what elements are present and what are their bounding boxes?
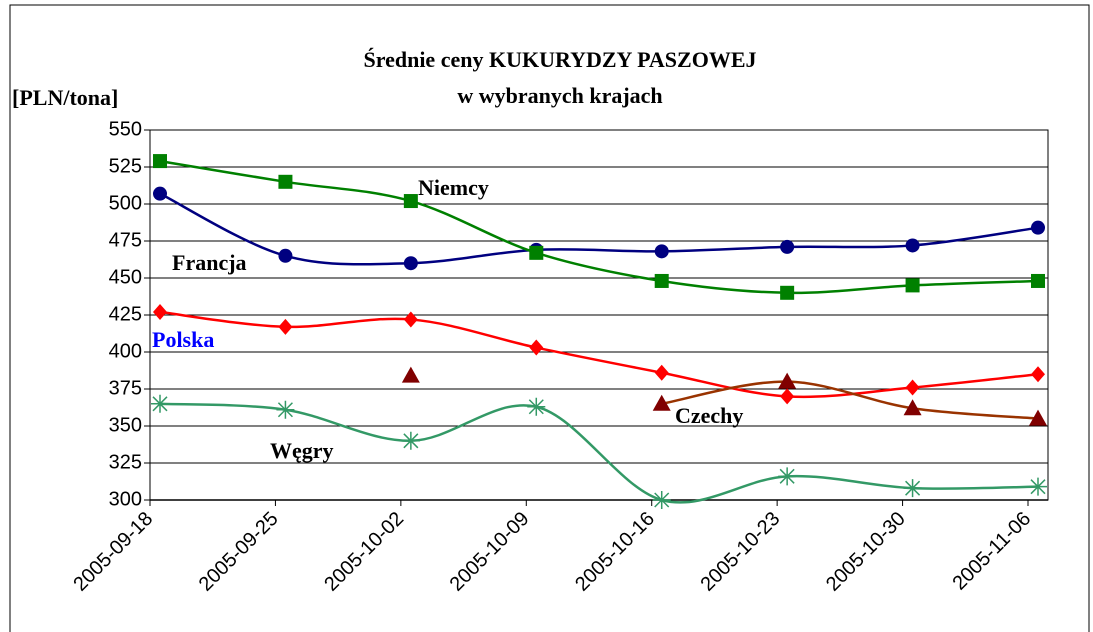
x-tick-label: 2005-10-23 (697, 508, 785, 596)
point (278, 248, 293, 263)
point (403, 311, 418, 328)
point (276, 400, 295, 419)
series-label: Czechy (675, 403, 743, 428)
point (1031, 273, 1045, 288)
chart-subtitle: w wybranych krajach (457, 83, 662, 108)
y-tick-label: 475 (109, 229, 142, 251)
y-tick-label: 500 (109, 192, 142, 214)
point (401, 431, 420, 450)
series-line (159, 402, 1039, 504)
series-label: Niemcy (418, 175, 489, 200)
series-line (159, 192, 1039, 266)
point (153, 186, 167, 201)
point (153, 154, 167, 169)
y-tick-label: 400 (109, 340, 142, 362)
point (780, 388, 795, 405)
point (905, 278, 920, 293)
x-tick-label: 2005-09-18 (69, 508, 157, 596)
point (652, 394, 671, 411)
x-tick-label: 2005-09-25 (195, 508, 283, 596)
y-tick-label: 325 (109, 451, 142, 473)
point (905, 238, 920, 253)
series-line (661, 380, 1039, 420)
y-tick-label: 350 (109, 414, 142, 436)
point (1029, 477, 1047, 496)
x-tick-label: 2005-10-02 (320, 508, 408, 596)
point (529, 245, 544, 260)
point (527, 397, 546, 416)
y-tick-label: 425 (109, 303, 142, 325)
y-tick-label: 300 (109, 488, 142, 510)
point (903, 479, 922, 498)
point (1031, 220, 1045, 235)
y-axis-label: [PLN/tona] (12, 85, 118, 110)
series-line (159, 159, 1039, 295)
point (905, 379, 920, 396)
point (1031, 366, 1045, 383)
point (778, 467, 797, 486)
y-tick-label: 375 (109, 377, 142, 399)
point (778, 372, 797, 389)
x-tick-label: 2005-11-06 (948, 508, 1035, 595)
point (401, 366, 420, 383)
point (1029, 409, 1047, 426)
point (529, 339, 544, 356)
series-label: Węgry (270, 438, 334, 463)
y-tick-label: 450 (109, 266, 142, 288)
x-tick-label: 2005-10-30 (822, 508, 910, 596)
point (278, 318, 293, 335)
point (278, 174, 293, 189)
x-tick-label: 2005-10-09 (446, 508, 534, 596)
point (654, 364, 669, 381)
series-label: Francja (172, 250, 247, 275)
point (403, 194, 418, 209)
point (654, 273, 669, 288)
point (780, 239, 795, 254)
series-label: Polska (152, 327, 214, 352)
point (151, 394, 169, 413)
series-line (159, 310, 1039, 399)
point (654, 244, 669, 259)
y-tick-label: 550 (109, 118, 142, 140)
point (153, 304, 167, 321)
chart-border (9, 4, 1090, 632)
point (652, 491, 671, 509)
chart-title: Średnie ceny KUKURYDZY PASZOWEJ (363, 47, 756, 72)
point (903, 399, 922, 416)
point (403, 256, 418, 271)
y-tick-label: 525 (109, 155, 142, 177)
x-tick-label: 2005-10-16 (571, 508, 659, 596)
point (780, 285, 795, 300)
